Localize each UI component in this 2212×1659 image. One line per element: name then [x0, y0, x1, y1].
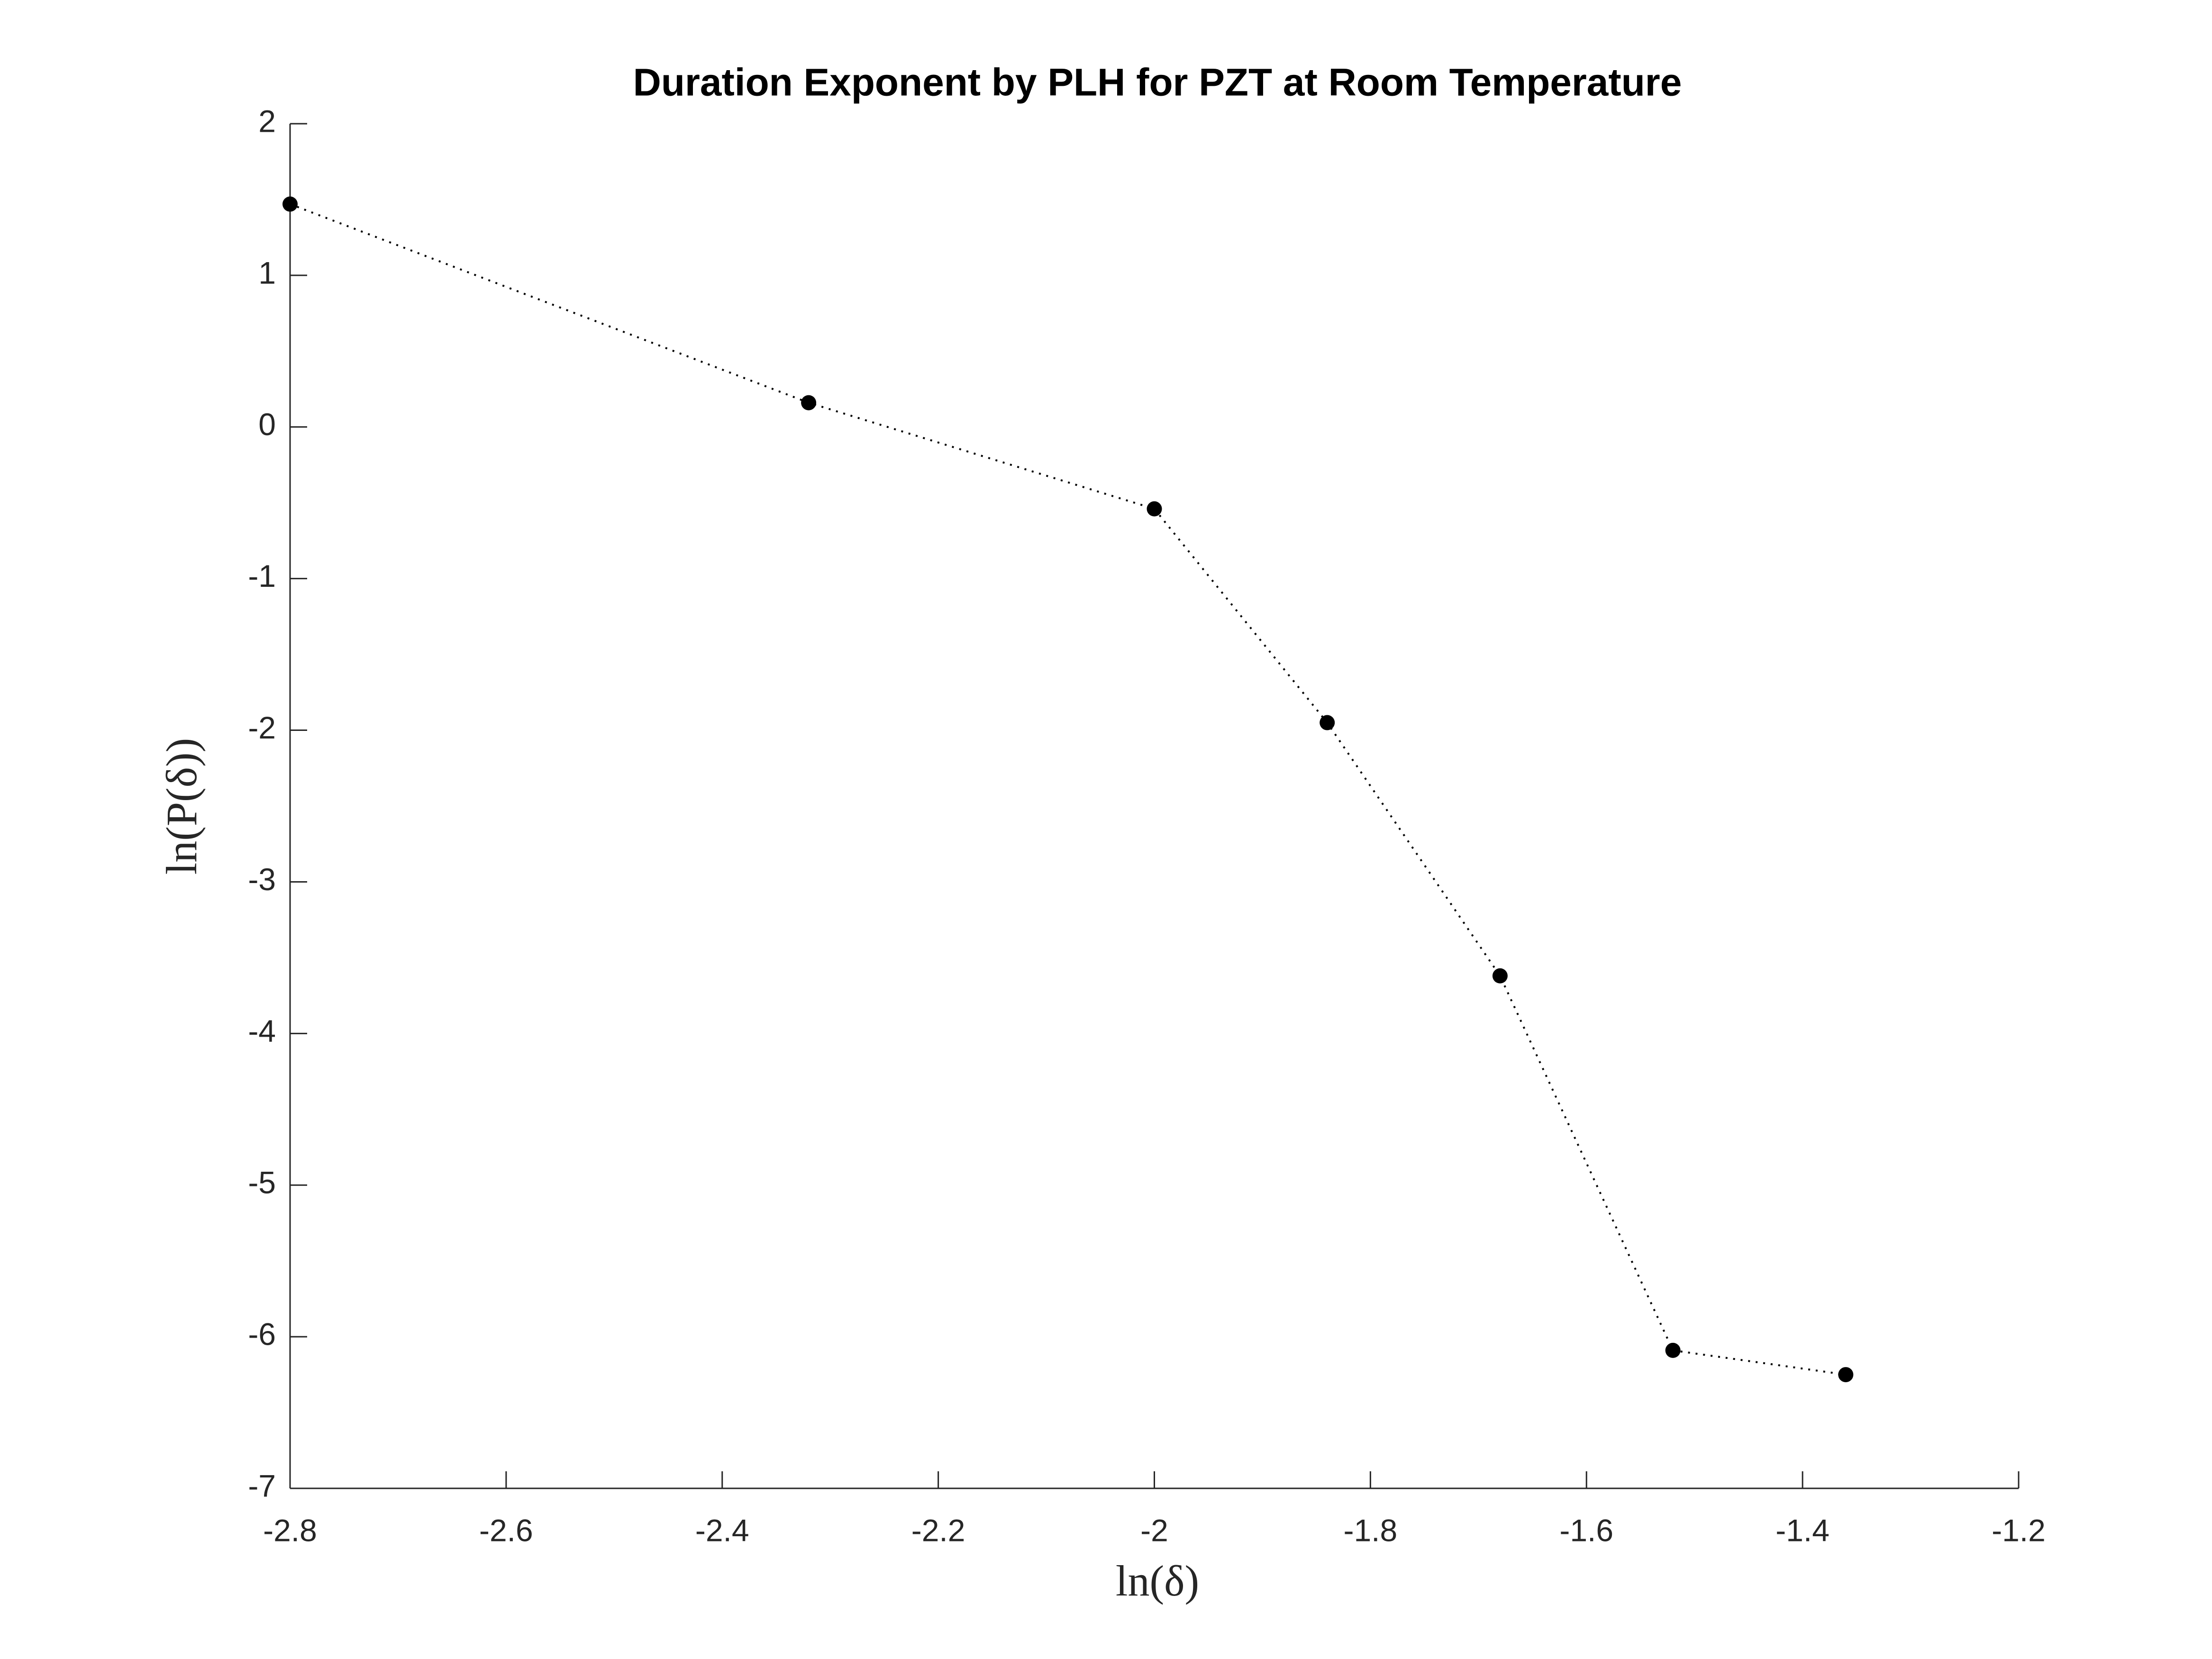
- x-tick-label: -2.4: [695, 1513, 749, 1548]
- x-tick-label: -1.6: [1559, 1513, 1613, 1548]
- data-point: [282, 196, 298, 212]
- x-tick-label: -2.2: [911, 1513, 965, 1548]
- x-axis-label: ln(δ): [1116, 1557, 1199, 1605]
- data-point: [1665, 1342, 1681, 1358]
- x-tick-label: -1.2: [1992, 1513, 2046, 1548]
- data-point: [1838, 1367, 1854, 1383]
- y-tick-label: -1: [248, 558, 276, 593]
- x-tick-label: -2.8: [263, 1513, 317, 1548]
- y-tick-label: -7: [248, 1468, 276, 1503]
- y-tick-label: -4: [248, 1013, 276, 1048]
- y-tick-label: -3: [248, 862, 276, 897]
- x-tick-label: -2.6: [479, 1513, 533, 1548]
- data-point: [1320, 715, 1335, 730]
- y-tick-label: 1: [258, 255, 276, 290]
- data-point: [1492, 968, 1508, 984]
- data-point: [1147, 501, 1162, 517]
- y-tick-label: -2: [248, 710, 276, 745]
- y-tick-label: 0: [258, 407, 276, 442]
- chart-title: Duration Exponent by PLH for PZT at Room…: [633, 61, 1682, 104]
- y-tick-label: -6: [248, 1317, 276, 1352]
- y-axis-label: ln(P(δ)): [157, 738, 206, 875]
- x-tick-label: -2: [1140, 1513, 1168, 1548]
- y-tick-label: -5: [248, 1165, 276, 1200]
- x-tick-label: -1.8: [1344, 1513, 1398, 1548]
- y-tick-label: 2: [258, 103, 276, 138]
- data-line: [290, 203, 1846, 1376]
- data-point: [801, 395, 817, 410]
- x-tick-label: -1.4: [1775, 1513, 1830, 1548]
